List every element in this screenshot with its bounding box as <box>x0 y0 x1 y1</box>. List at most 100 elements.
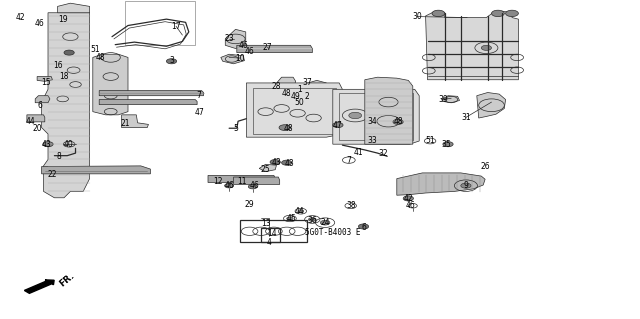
Polygon shape <box>426 11 518 80</box>
Text: FR.: FR. <box>58 271 76 288</box>
Circle shape <box>287 217 293 220</box>
Polygon shape <box>259 164 276 172</box>
Text: 48: 48 <box>283 124 293 133</box>
Polygon shape <box>274 77 296 90</box>
Text: 46: 46 <box>244 47 255 56</box>
Text: 40: 40 <box>63 140 74 149</box>
Circle shape <box>308 218 316 221</box>
Polygon shape <box>234 177 280 184</box>
Bar <box>125 1 195 45</box>
Text: 34: 34 <box>367 117 378 126</box>
Text: 29: 29 <box>244 200 255 209</box>
Text: 48: 48 <box>393 117 403 126</box>
Polygon shape <box>42 13 90 198</box>
Text: 4: 4 <box>266 238 271 247</box>
Text: 3: 3 <box>169 56 174 65</box>
Text: 39: 39 <box>438 95 448 104</box>
Circle shape <box>270 160 280 165</box>
Text: 11: 11 <box>237 177 246 186</box>
Text: 30: 30 <box>412 12 422 21</box>
Text: 46: 46 <box>406 201 416 210</box>
Circle shape <box>358 224 369 229</box>
Polygon shape <box>306 80 326 89</box>
Circle shape <box>248 184 257 189</box>
Text: 36: 36 <box>307 216 317 225</box>
Circle shape <box>443 142 453 147</box>
Circle shape <box>279 125 291 130</box>
Text: 43: 43 <box>41 140 51 149</box>
Text: 51: 51 <box>90 45 100 54</box>
Text: 5G0T-B4003 E: 5G0T-B4003 E <box>305 228 360 237</box>
Polygon shape <box>27 115 45 122</box>
Text: 38: 38 <box>346 201 356 210</box>
Text: 7: 7 <box>196 91 201 100</box>
Text: 31: 31 <box>461 113 471 122</box>
Text: 44: 44 <box>26 117 36 126</box>
Text: 21: 21 <box>120 119 129 128</box>
Text: 32: 32 <box>378 149 388 158</box>
Text: 15: 15 <box>41 78 51 87</box>
Polygon shape <box>42 166 150 174</box>
Text: 27: 27 <box>262 43 273 52</box>
Polygon shape <box>333 89 419 144</box>
Bar <box>339 93 413 140</box>
Text: 33: 33 <box>367 137 378 145</box>
Polygon shape <box>397 173 485 195</box>
Text: 42: 42 <box>403 194 413 203</box>
Polygon shape <box>99 100 197 105</box>
Polygon shape <box>365 77 413 144</box>
Circle shape <box>321 220 330 225</box>
Bar <box>240 220 307 242</box>
Bar <box>261 228 280 242</box>
Circle shape <box>492 10 504 17</box>
Polygon shape <box>237 45 312 53</box>
Text: 47: 47 <box>333 121 343 130</box>
Polygon shape <box>122 115 148 128</box>
Polygon shape <box>93 54 128 115</box>
Text: 6: 6 <box>37 101 42 110</box>
Text: 51: 51 <box>425 137 435 145</box>
Text: 42: 42 <box>15 13 26 22</box>
Polygon shape <box>37 77 52 81</box>
Circle shape <box>64 50 74 55</box>
Text: 49: 49 <box>291 92 301 101</box>
Circle shape <box>403 196 413 201</box>
Bar <box>253 88 336 134</box>
Polygon shape <box>35 96 50 103</box>
Polygon shape <box>246 83 342 137</box>
Text: 1: 1 <box>297 85 302 94</box>
Circle shape <box>481 45 492 50</box>
Circle shape <box>43 142 53 147</box>
Text: 24: 24 <box>320 218 330 227</box>
Text: 46: 46 <box>250 181 260 190</box>
Circle shape <box>372 109 383 115</box>
Text: 19: 19 <box>58 15 68 24</box>
Text: 13: 13 <box>260 219 271 228</box>
Text: 5: 5 <box>233 124 238 133</box>
Circle shape <box>461 183 471 188</box>
Text: 28: 28 <box>272 82 281 91</box>
Circle shape <box>393 119 403 124</box>
Text: 46: 46 <box>35 19 45 28</box>
Circle shape <box>506 10 518 17</box>
Polygon shape <box>58 3 90 13</box>
Text: 44: 44 <box>294 207 305 216</box>
Polygon shape <box>442 96 460 103</box>
Text: 46: 46 <box>238 41 248 50</box>
Circle shape <box>166 59 177 64</box>
Text: 2: 2 <box>305 92 310 101</box>
Polygon shape <box>477 93 506 118</box>
Text: 41: 41 <box>353 148 364 157</box>
Text: 26: 26 <box>480 162 490 171</box>
Text: 43: 43 <box>284 159 294 168</box>
Circle shape <box>349 112 362 119</box>
Circle shape <box>298 210 303 213</box>
Text: 45: 45 <box>286 214 296 223</box>
Text: 16: 16 <box>52 61 63 70</box>
Text: 23: 23 <box>224 34 234 43</box>
Circle shape <box>225 183 234 188</box>
Text: 25: 25 <box>260 165 271 174</box>
Text: 46: 46 <box>224 181 234 190</box>
Circle shape <box>282 160 292 165</box>
Polygon shape <box>221 54 244 64</box>
